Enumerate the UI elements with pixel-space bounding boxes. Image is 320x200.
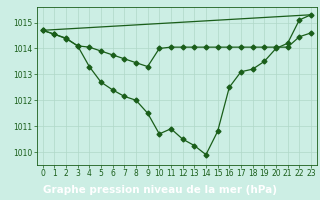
Text: Graphe pression niveau de la mer (hPa): Graphe pression niveau de la mer (hPa): [43, 185, 277, 195]
